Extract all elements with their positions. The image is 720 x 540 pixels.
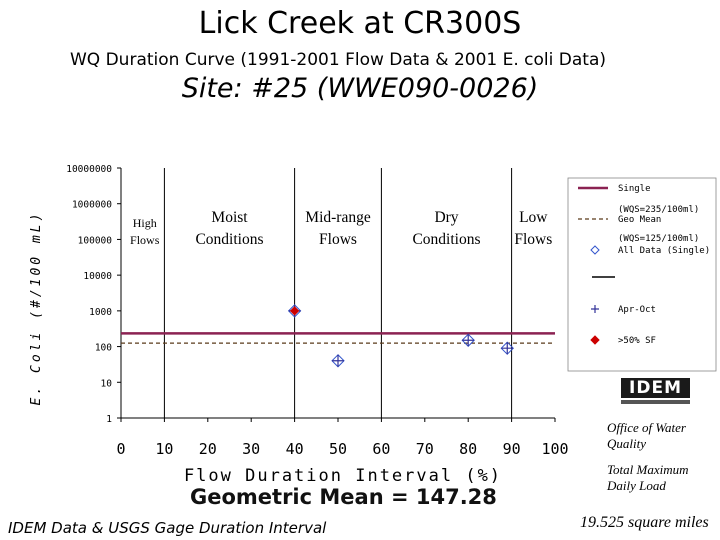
legend-over-50-sf-swatch: [590, 335, 600, 345]
legend-all-data-swatch: [590, 245, 600, 255]
legend-single-label: Single: [618, 184, 651, 194]
apr-oct-point: [501, 342, 514, 355]
chart-title: Lick Creek at CR300S: [198, 6, 522, 41]
site-label: Site: #25 (WWE090-0026): [181, 73, 539, 104]
zone-label: Dry: [434, 209, 458, 226]
legend-apr-oct-label: Apr-Oct: [618, 305, 656, 315]
geometric-mean-label: Geometric Mean = 147.28: [190, 485, 497, 509]
legend-apr-oct-swatch: [591, 305, 599, 313]
zone-label: Moist: [211, 209, 248, 226]
zone-label: Flows: [514, 231, 552, 248]
x-tick-label: 0: [116, 440, 125, 458]
x-axis-label: Flow Duration Interval (%): [184, 466, 502, 486]
x-tick-label: 100: [541, 440, 568, 458]
area-label: 19.525 square miles: [580, 514, 709, 531]
y-tick-label: 1000000: [72, 200, 112, 211]
x-tick-label: 50: [329, 440, 347, 458]
x-tick-label: 80: [459, 440, 477, 458]
zone-label: Low: [519, 209, 548, 226]
apr-oct-point: [332, 354, 344, 367]
x-tick-label: 30: [242, 440, 260, 458]
y-tick-label: 10: [101, 378, 113, 389]
idem-logo-text: IDEM: [621, 378, 690, 398]
tmdl-label: Total Maximum Daily Load: [607, 462, 689, 493]
legend-all-data-label: All Data (Single): [618, 246, 710, 256]
y-tick-label: 10000000: [66, 164, 112, 175]
legend-over-50-sf-label: >50% SF: [618, 336, 656, 346]
legend-single-desc: (WQS=235/100ml): [618, 205, 699, 215]
zone-label: Flows: [130, 233, 160, 247]
y-tick-label: 100: [95, 343, 112, 354]
idem-logo: IDEM: [621, 378, 690, 408]
x-tick-label: 70: [416, 440, 434, 458]
idem-logo-bar: [621, 400, 690, 404]
y-tick-label: 1000: [89, 307, 112, 318]
x-tick-label: 90: [503, 440, 521, 458]
x-tick-label: 10: [155, 440, 173, 458]
over-50-sf-point: [289, 306, 300, 316]
y-axis-label: E. Coli (#/100 mL): [29, 211, 44, 406]
chart-subtitle: WQ Duration Curve (1991-2001 Flow Data &…: [70, 50, 606, 70]
zone-label: Conditions: [195, 231, 263, 248]
y-tick-label: 1: [106, 414, 112, 425]
x-tick-label: 20: [199, 440, 217, 458]
x-tick-label: 60: [372, 440, 390, 458]
office-label: Office of Water Quality: [607, 420, 686, 451]
x-tick-label: 40: [286, 440, 304, 458]
zone-label: Flows: [319, 231, 357, 248]
y-tick-label: 100000: [78, 235, 113, 246]
legend-geo-label: Geo Mean: [618, 215, 661, 225]
zone-label: Mid-range: [305, 209, 371, 226]
apr-oct-point: [462, 334, 475, 347]
zone-label: High: [133, 216, 157, 230]
data-source-label: IDEM Data & USGS Gage Duration Interval: [8, 519, 327, 537]
legend-geo-desc: (WQS=125/100ml): [618, 234, 699, 244]
y-tick-label: 10000: [83, 271, 112, 282]
zone-label: Conditions: [412, 231, 480, 248]
